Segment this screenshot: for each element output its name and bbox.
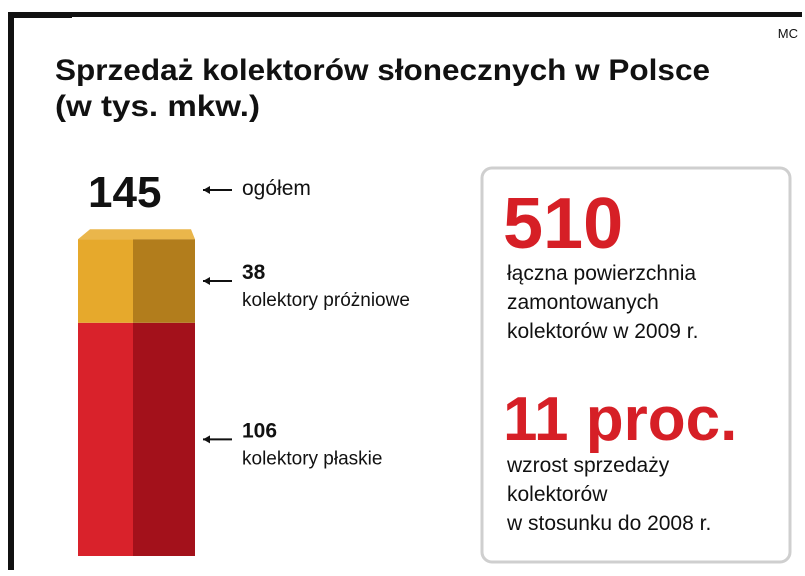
credit: MC <box>778 26 798 41</box>
bar-segment <box>78 322 195 556</box>
chart-title: Sprzedaż kolektorów słonecznych w Polsce <box>55 54 710 87</box>
chart-subtitle: (w tys. mkw.) <box>55 90 260 123</box>
total-label: ogółem <box>242 177 311 200</box>
segment-value: 106 <box>242 419 277 442</box>
arrow-head <box>203 277 210 285</box>
segment-name: kolektory płaskie <box>242 448 382 469</box>
fact-text: kolektorów <box>507 483 608 506</box>
fact-text: zamontowanych <box>507 291 659 314</box>
frame-top <box>8 12 802 17</box>
bar-top <box>78 229 195 240</box>
fact-value: 11 proc. <box>503 385 737 454</box>
frame-corner <box>8 12 72 18</box>
fact-text: wzrost sprzedaży <box>506 454 670 477</box>
fact-text: kolektorów w 2009 r. <box>507 320 698 343</box>
fact-value: 510 <box>503 184 623 264</box>
total-value: 145 <box>88 168 161 217</box>
segment-value: 38 <box>242 261 266 284</box>
fact-text: łączna powierzchnia <box>507 262 696 285</box>
fact-text: w stosunku do 2008 r. <box>506 512 711 535</box>
segment-name: kolektory próżniowe <box>242 290 410 311</box>
frame-left <box>8 12 14 570</box>
arrow-head <box>203 435 210 444</box>
arrow-head <box>203 186 210 194</box>
facts-panel <box>480 166 792 564</box>
bar-segment <box>78 239 195 323</box>
